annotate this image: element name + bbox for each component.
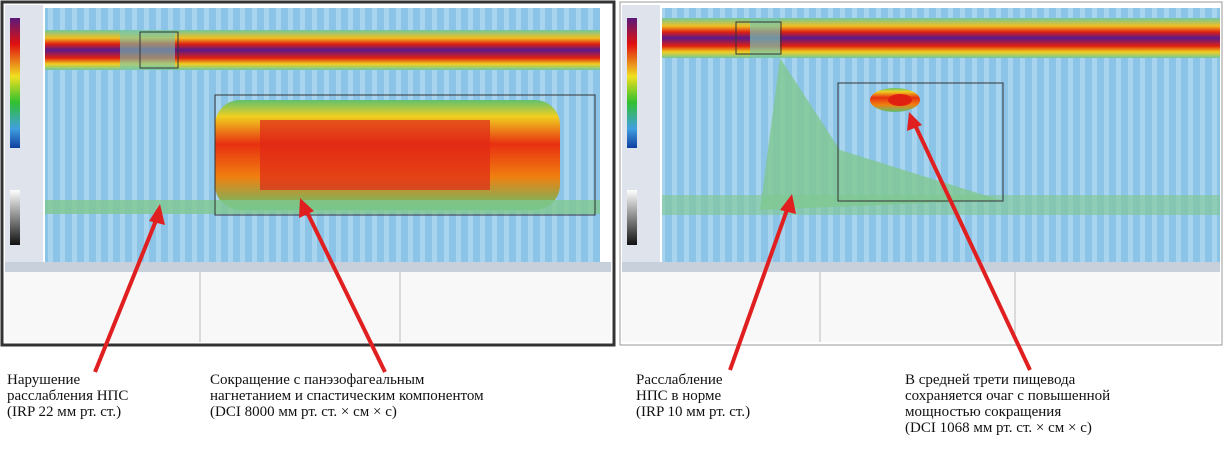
caption-line: нагнетанием и спастическим компонентом	[210, 388, 484, 404]
caption-line: (DCI 1068 мм рт. ст. × см × с)	[905, 420, 1110, 436]
caption-line: расслабления НПС	[7, 388, 128, 404]
caption-line: Нарушение	[7, 372, 128, 388]
caption-line: В средней трети пищевода	[905, 372, 1110, 388]
caption-line: Расслабление	[636, 372, 750, 388]
left-panel	[2, 2, 614, 345]
right-panel	[620, 2, 1222, 345]
caption-line: (IRP 22 мм рт. ст.)	[7, 404, 128, 420]
caption-line: (IRP 10 мм рт. ст.)	[636, 404, 750, 420]
caption-line: сохраняется очаг с повышенной	[905, 388, 1110, 404]
caption-line: Сокращение с панэзофагеальным	[210, 372, 484, 388]
caption-line: мощностью сокращения	[905, 404, 1110, 420]
caption-line: НПС в норме	[636, 388, 750, 404]
figure: Нарушениерасслабления НПС(IRP 22 мм рт. …	[0, 0, 1224, 454]
caption-line: (DCI 8000 мм рт. ст. × см × с)	[210, 404, 484, 420]
